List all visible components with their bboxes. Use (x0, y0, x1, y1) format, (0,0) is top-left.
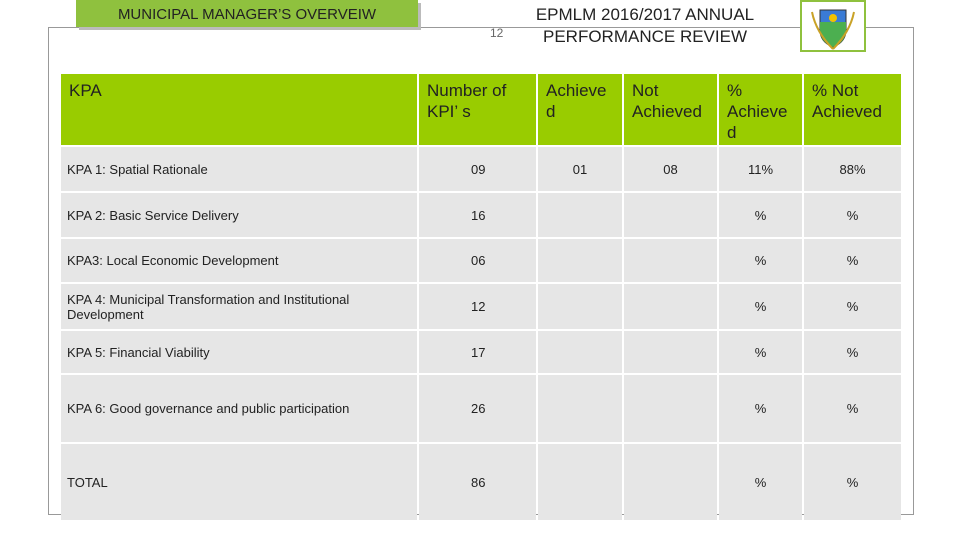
value-cell: % (804, 284, 901, 329)
value-cell (624, 193, 717, 237)
value-cell (624, 284, 717, 329)
value-cell (538, 331, 622, 373)
value-cell: 09 (419, 147, 536, 191)
header-cell: % Not Achieved (804, 74, 901, 145)
kpa-cell: TOTAL (61, 444, 417, 520)
kpa-cell: KPA 4: Municipal Transformation and Inst… (61, 284, 417, 329)
page-number: 12 (490, 26, 504, 40)
value-cell: 26 (419, 375, 536, 442)
value-cell (624, 444, 717, 520)
kpa-cell: KPA 6: Good governance and public partic… (61, 375, 417, 442)
value-cell: % (804, 239, 901, 282)
header-cell: Not Achieved (624, 74, 717, 145)
logo-crest (811, 9, 855, 50)
value-cell: 12 (419, 284, 536, 329)
value-cell: % (719, 444, 802, 520)
value-cell (624, 331, 717, 373)
logo (800, 0, 866, 52)
value-cell: % (719, 193, 802, 237)
value-cell: 16 (419, 193, 536, 237)
value-cell: % (719, 284, 802, 329)
header-cell: % Achieve d (719, 74, 802, 145)
value-cell (538, 444, 622, 520)
value-cell (538, 193, 622, 237)
value-cell: % (804, 375, 901, 442)
value-cell: 11% (719, 147, 802, 191)
kpa-cell: KPA 5: Financial Viability (61, 331, 417, 373)
value-cell: % (719, 375, 802, 442)
value-cell: 86 (419, 444, 536, 520)
value-cell: % (719, 239, 802, 282)
section-label: MUNICIPAL MANAGER’S OVERVEIW (76, 0, 418, 27)
value-cell: % (804, 193, 901, 237)
value-cell (538, 239, 622, 282)
value-cell (624, 375, 717, 442)
header-cell: Achieve d (538, 74, 622, 145)
value-cell (538, 284, 622, 329)
value-cell: 88% (804, 147, 901, 191)
value-cell (624, 239, 717, 282)
value-cell: % (804, 444, 901, 520)
value-cell (538, 375, 622, 442)
value-cell: 17 (419, 331, 536, 373)
header-cell: KPA (61, 74, 417, 145)
value-cell: 06 (419, 239, 536, 282)
value-cell: 08 (624, 147, 717, 191)
value-cell: % (719, 331, 802, 373)
kpa-cell: KPA3: Local Economic Development (61, 239, 417, 282)
title: EPMLM 2016/2017 ANNUAL PERFORMANCE REVIE… (535, 5, 755, 46)
kpa-cell: KPA 2: Basic Service Delivery (61, 193, 417, 237)
value-cell: 01 (538, 147, 622, 191)
value-cell: % (804, 331, 901, 373)
kpa-cell: KPA 1: Spatial Rationale (61, 147, 417, 191)
header-cell: Number of KPI’ s (419, 74, 536, 145)
